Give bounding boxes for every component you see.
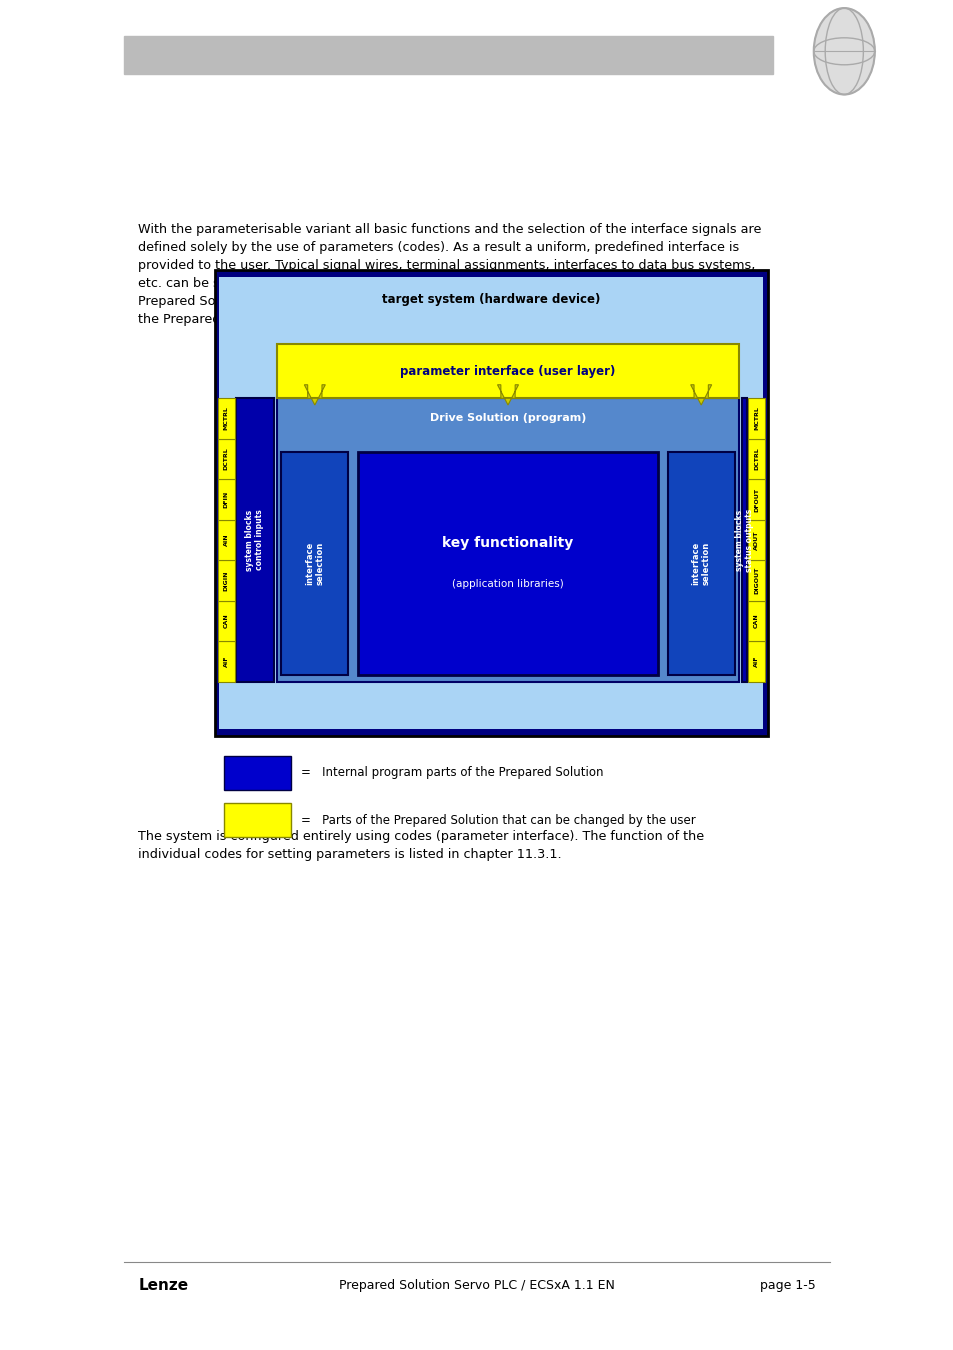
Text: CAN: CAN — [223, 614, 229, 628]
Text: MCTRL: MCTRL — [223, 406, 229, 431]
Bar — [281, 452, 348, 675]
Text: (application libraries): (application libraries) — [452, 579, 563, 589]
Text: CAN: CAN — [753, 614, 759, 628]
Text: Drive Solution (program): Drive Solution (program) — [430, 413, 585, 424]
Text: DIGIN: DIGIN — [223, 570, 229, 591]
Text: parameter interface (user layer): parameter interface (user layer) — [400, 364, 615, 378]
Text: system blocks
status outputs: system blocks status outputs — [734, 509, 754, 571]
Bar — [747, 641, 764, 682]
Text: =   Parts of the Prepared Solution that can be changed by the user: = Parts of the Prepared Solution that ca… — [300, 814, 695, 826]
Bar — [124, 36, 772, 74]
Text: target system (hardware device): target system (hardware device) — [382, 293, 599, 306]
Bar — [217, 439, 234, 479]
Text: Prepared Solution Servo PLC / ECSxA 1.1 EN: Prepared Solution Servo PLC / ECSxA 1.1 … — [338, 1278, 615, 1292]
Text: The system is configured entirely using codes (parameter interface). The functio: The system is configured entirely using … — [138, 830, 703, 861]
Bar — [747, 560, 764, 601]
Bar — [747, 479, 764, 520]
Text: AIF: AIF — [223, 656, 229, 667]
Bar — [217, 560, 234, 601]
Bar — [747, 398, 764, 439]
FancyArrow shape — [497, 385, 518, 405]
Bar — [235, 398, 274, 682]
Text: interface
selection: interface selection — [691, 541, 710, 586]
Bar — [217, 479, 234, 520]
Text: AIF: AIF — [753, 656, 759, 667]
FancyArrow shape — [304, 385, 325, 405]
Bar — [276, 344, 739, 398]
Text: DCTRL: DCTRL — [753, 448, 759, 470]
Text: key functionality: key functionality — [442, 536, 573, 551]
Text: With the parameterisable variant all basic functions and the selection of the in: With the parameterisable variant all bas… — [138, 223, 760, 325]
Bar — [747, 520, 764, 560]
Text: DCTRL: DCTRL — [223, 448, 229, 470]
Text: Lenze: Lenze — [138, 1277, 189, 1293]
Bar — [747, 601, 764, 641]
Bar — [217, 601, 234, 641]
Bar — [667, 452, 734, 675]
Text: interface
selection: interface selection — [305, 541, 324, 586]
Text: AOUT: AOUT — [753, 531, 759, 549]
Text: page 1-5: page 1-5 — [760, 1278, 815, 1292]
Bar — [741, 398, 746, 682]
FancyArrow shape — [690, 385, 711, 405]
Text: DIGOUT: DIGOUT — [753, 567, 759, 594]
Bar — [214, 270, 767, 736]
Circle shape — [813, 8, 874, 94]
Text: =   Internal program parts of the Prepared Solution: = Internal program parts of the Prepared… — [300, 767, 602, 779]
Text: DFOUT: DFOUT — [753, 487, 759, 512]
Bar — [747, 439, 764, 479]
Text: MCTRL: MCTRL — [753, 406, 759, 431]
Bar — [224, 756, 291, 790]
Text: system blocks
control inputs: system blocks control inputs — [245, 509, 264, 571]
Bar — [357, 452, 658, 675]
Bar — [276, 398, 739, 682]
Bar — [224, 803, 291, 837]
Bar — [219, 277, 762, 729]
Text: AIN: AIN — [223, 533, 229, 547]
Bar — [217, 398, 234, 439]
Bar — [217, 520, 234, 560]
Text: DFIN: DFIN — [223, 491, 229, 508]
Bar — [217, 641, 234, 682]
